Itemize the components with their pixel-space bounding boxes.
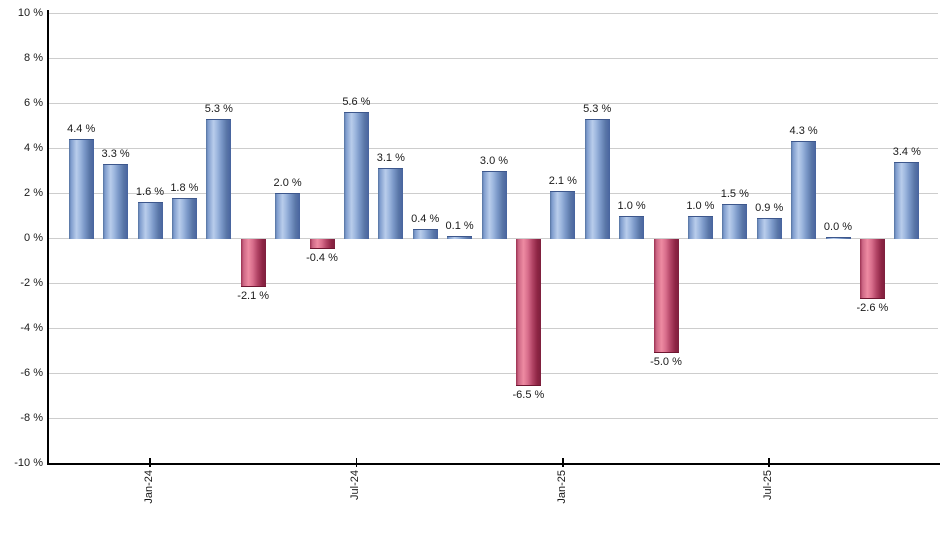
bar-1.5% xyxy=(722,204,748,239)
bar-1.0% xyxy=(619,215,645,239)
bar-value-label: 1.5 % xyxy=(720,188,749,201)
gridline xyxy=(48,373,938,374)
gridline xyxy=(48,103,938,104)
bar--2.6% xyxy=(859,239,885,299)
y-axis-tick-label: -10 % xyxy=(14,457,43,469)
bar-value-label: 4.3 % xyxy=(789,125,818,138)
x-axis-tick-label: Jul-25 xyxy=(762,470,775,500)
bar--0.4% xyxy=(309,239,335,249)
bar--2.1% xyxy=(240,239,266,288)
bar-value-label: -6.5 % xyxy=(512,389,545,402)
x-axis-tick xyxy=(149,458,151,467)
bar-value-label: 2.0 % xyxy=(273,177,302,189)
bar-value-label: 5.3 % xyxy=(204,102,233,115)
bar-value-label: -2.6 % xyxy=(856,301,889,314)
bar-5.3% xyxy=(584,118,610,239)
bar-3.0% xyxy=(481,170,507,239)
y-axis-tick-label: -4 % xyxy=(20,322,43,334)
bar-2.1% xyxy=(550,190,576,239)
bar-1.0% xyxy=(687,215,713,239)
x-axis-tick-label: Jan-25 xyxy=(555,470,568,504)
bar-value-label: 1.8 % xyxy=(170,181,199,194)
bar-value-label: -2.1 % xyxy=(237,290,270,303)
x-axis-line xyxy=(47,463,940,465)
y-axis-tick-label: -2 % xyxy=(20,277,43,289)
y-axis-tick-label: -6 % xyxy=(20,367,43,379)
bar-value-label: 2.1 % xyxy=(548,174,577,187)
bar-value-label: 0.4 % xyxy=(411,213,440,225)
gridline xyxy=(48,283,938,284)
bar-3.1% xyxy=(378,168,404,239)
bar-value-label: 3.3 % xyxy=(101,147,130,160)
bar-3.4% xyxy=(894,161,920,239)
x-axis-tick xyxy=(768,458,770,467)
gridline xyxy=(48,13,938,14)
bar-value-label: 5.3 % xyxy=(583,102,612,115)
bar-0.4% xyxy=(412,229,438,239)
y-axis-line xyxy=(47,10,49,464)
y-axis-tick-label: 2 % xyxy=(24,187,43,199)
gridline xyxy=(48,328,938,329)
y-axis-tick-label: 4 % xyxy=(24,142,43,154)
bar--5.0% xyxy=(653,239,679,353)
bar-value-label: 0.1 % xyxy=(445,219,474,232)
gridline xyxy=(48,148,938,149)
bar-value-label: 0.0 % xyxy=(823,220,853,233)
y-axis-tick-label: -8 % xyxy=(20,412,43,424)
bar-value-label: 1.0 % xyxy=(686,199,715,212)
x-axis-tick-label: Jan-24 xyxy=(143,470,155,504)
bar-value-label: -0.4 % xyxy=(306,252,338,264)
x-axis-tick-label: Jul-24 xyxy=(349,470,362,500)
bar--6.5% xyxy=(515,239,541,387)
bar-5.3% xyxy=(206,118,232,239)
x-axis-tick xyxy=(562,458,564,467)
bar-value-label: 1.0 % xyxy=(617,199,646,212)
bar-value-label: -5.0 % xyxy=(650,355,682,368)
bar-value-label: 1.6 % xyxy=(135,186,165,198)
y-axis-tick-label: 0 % xyxy=(24,232,43,244)
bar-0.0% xyxy=(825,236,851,239)
bar-value-label: 3.4 % xyxy=(892,145,921,158)
y-axis-tick-label: 10 % xyxy=(17,7,43,19)
bar-4.3% xyxy=(791,141,817,239)
x-axis-tick xyxy=(355,458,358,467)
bar-value-label: 4.4 % xyxy=(67,123,96,135)
bar-value-label: 3.1 % xyxy=(376,152,405,165)
bar-4.4% xyxy=(68,139,94,239)
y-axis-tick-label: 6 % xyxy=(24,97,43,109)
bar-0.9% xyxy=(756,217,782,239)
bar-value-label: 3.0 % xyxy=(479,154,509,167)
y-axis-tick-label: 8 % xyxy=(24,52,43,64)
bar-2.0% xyxy=(275,193,301,239)
bar-3.3% xyxy=(103,163,129,239)
bar-0.1% xyxy=(447,235,473,239)
bar-value-label: 0.9 % xyxy=(755,201,784,214)
bar-value-label: 5.6 % xyxy=(342,96,371,108)
bar-5.6% xyxy=(343,112,369,239)
gridline xyxy=(48,418,938,419)
bar-1.6% xyxy=(137,202,163,239)
gridline xyxy=(48,58,938,59)
bar-1.8% xyxy=(171,197,197,239)
